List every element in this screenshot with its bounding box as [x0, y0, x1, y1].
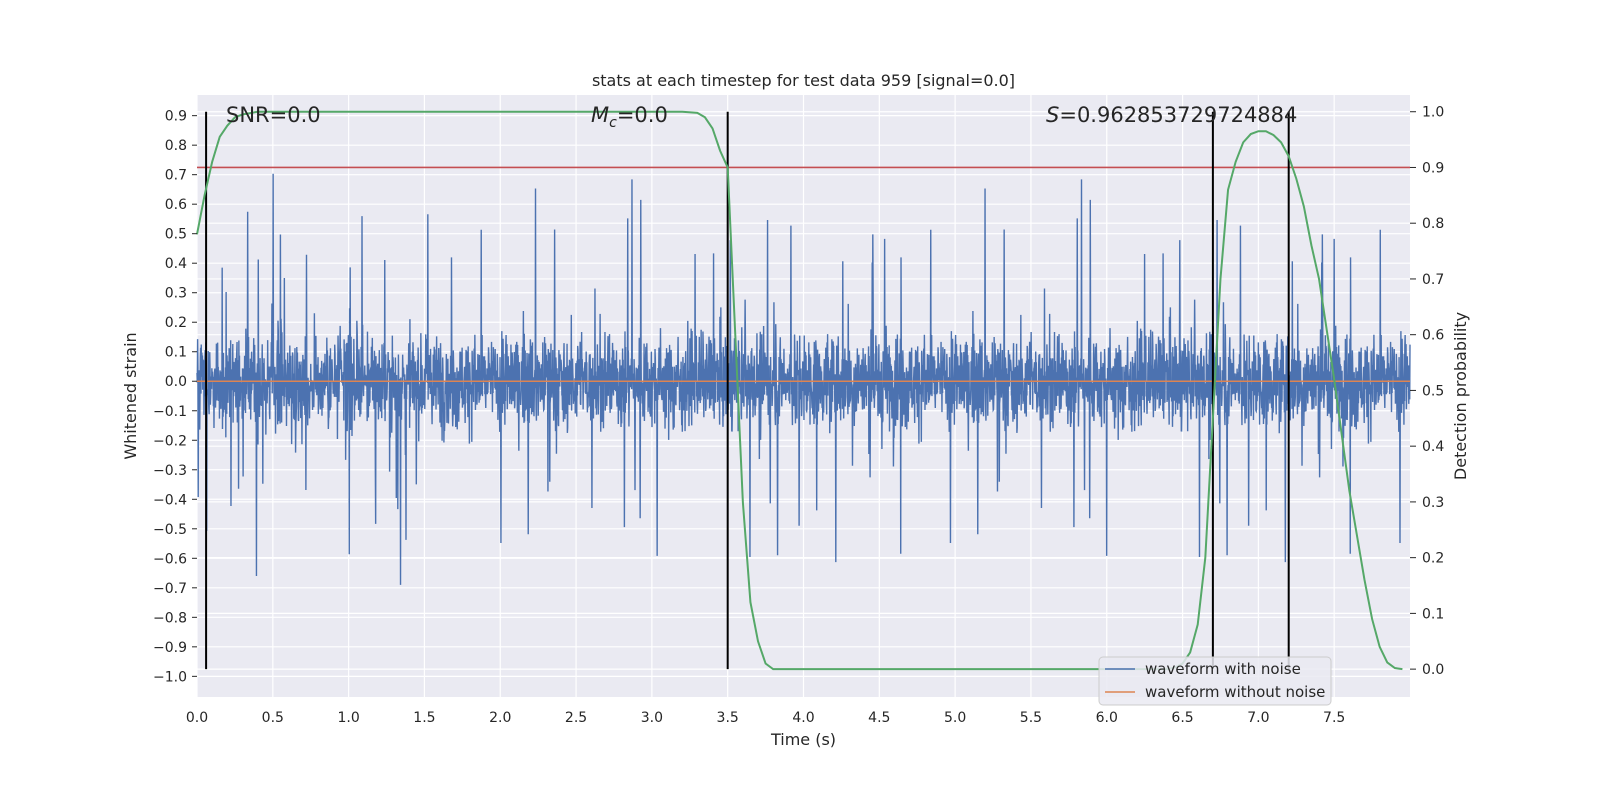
x-tick-label: 3.0	[641, 710, 663, 726]
y-left-tick-label: −0.4	[153, 492, 187, 508]
y-right-tick-label: 1.0	[1422, 105, 1444, 121]
x-tick-label: 1.0	[337, 710, 359, 726]
x-tick-label: 0.5	[262, 710, 284, 726]
legend-label-noise: waveform with noise	[1145, 660, 1301, 678]
legend: waveform with noise waveform without noi…	[1098, 656, 1332, 706]
y-left-tick-label: −0.6	[153, 551, 187, 567]
y-left-tick-label: 0.4	[165, 256, 187, 272]
x-tick-label: 1.5	[413, 710, 435, 726]
y-left-tick-label: −0.5	[153, 522, 187, 538]
y-right-tick-label: 0.2	[1422, 551, 1444, 567]
legend-box	[1098, 656, 1332, 706]
y-left-tick-label: 0.9	[165, 109, 187, 125]
y-left-tick-label: 0.2	[165, 315, 187, 331]
y-left-tick-label: 0.8	[165, 138, 187, 154]
x-tick-label: 7.0	[1247, 710, 1269, 726]
y-right-tick-label: 0.0	[1422, 662, 1444, 678]
y-right-tick-label: 0.1	[1422, 606, 1444, 622]
x-tick-label: 4.0	[792, 710, 814, 726]
y-left-tick-label: −0.8	[153, 610, 187, 626]
y-left-tick-label: −0.9	[153, 640, 187, 656]
y-left-tick-label: −0.1	[153, 404, 187, 420]
y-right-tick-label: 0.8	[1422, 216, 1444, 232]
x-tick-label: 5.0	[944, 710, 966, 726]
chirp-mass-subscript: c	[609, 115, 617, 131]
chirp-mass-annotation: Mc=0.0	[591, 103, 668, 131]
y-left-tick-label: 0.7	[165, 168, 187, 184]
y-left-tick-label: 0.1	[165, 345, 187, 361]
chirp-mass-value: =0.0	[617, 103, 668, 127]
y-right-tick-label: 0.9	[1422, 160, 1444, 176]
chirp-mass-symbol: M	[591, 103, 609, 127]
score-annotation: S=0.962853729724884	[1046, 103, 1297, 127]
y-left-tick-label: −1.0	[153, 669, 187, 685]
x-tick-label: 7.5	[1323, 710, 1345, 726]
x-tick-label: 6.0	[1096, 710, 1118, 726]
score-value: =0.962853729724884	[1059, 103, 1297, 127]
y-right-tick-label: 0.6	[1422, 328, 1444, 344]
x-tick-label: 0.0	[186, 710, 208, 726]
noise-waveform-line	[196, 173, 1411, 585]
snr-annotation: SNR=0.0	[226, 103, 321, 127]
y-left-tick-label: −0.7	[153, 581, 187, 597]
y-axis-right-label: Detection probability	[1451, 312, 1470, 480]
y-right-tick-label: 0.3	[1422, 495, 1444, 511]
x-tick-label: 6.5	[1171, 710, 1193, 726]
y-left-tick-label: 0.6	[165, 197, 187, 213]
y-axis-left-label: Whitened strain	[121, 332, 140, 459]
y-left-tick-label: 0.5	[165, 227, 187, 243]
chart-title: stats at each timestep for test data 959…	[592, 71, 1015, 90]
x-tick-label: 4.5	[868, 710, 890, 726]
y-right-tick-label: 0.5	[1422, 383, 1444, 399]
y-right-tick-label: 0.7	[1422, 272, 1444, 288]
y-left-tick-label: 0.3	[165, 286, 187, 302]
y-left-tick-label: −0.2	[153, 433, 187, 449]
y-right-tick-label: 0.4	[1422, 439, 1444, 455]
x-tick-label: 2.0	[489, 710, 511, 726]
y-left-tick-label: −0.3	[153, 463, 187, 479]
x-tick-label: 3.5	[717, 710, 739, 726]
x-tick-label: 2.5	[565, 710, 587, 726]
legend-label-clean: waveform without noise	[1145, 683, 1325, 701]
x-tick-label: 5.5	[1020, 710, 1042, 726]
x-axis-label: Time (s)	[770, 730, 836, 749]
y-left-tick-label: 0.0	[165, 374, 187, 390]
score-symbol: S	[1046, 103, 1059, 127]
axes-layer: 0.0 0.5 1.0 1.5 2.0 2.5 3.0 3.5 4.0 4.5 5.0 5.5 6.0 6…	[153, 105, 1444, 726]
